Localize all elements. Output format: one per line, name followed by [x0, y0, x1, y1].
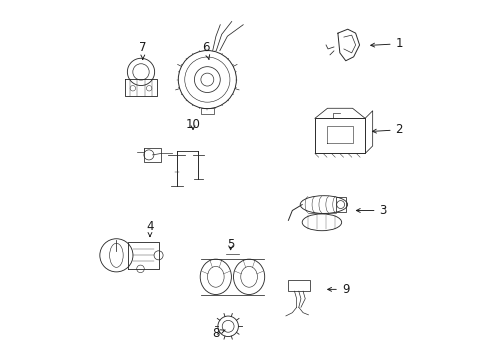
Text: 2: 2: [372, 123, 403, 136]
Bar: [201, 108, 214, 114]
Text: 8: 8: [213, 327, 225, 340]
Bar: [336, 197, 345, 212]
Text: 1: 1: [371, 37, 403, 50]
Bar: [288, 280, 310, 291]
Text: 5: 5: [227, 238, 234, 251]
Text: 10: 10: [186, 118, 200, 131]
Text: 7: 7: [139, 41, 147, 59]
Text: 9: 9: [328, 283, 349, 296]
Text: 6: 6: [202, 41, 210, 59]
Text: 4: 4: [146, 220, 154, 237]
Bar: [144, 148, 161, 162]
Text: 3: 3: [356, 204, 387, 217]
